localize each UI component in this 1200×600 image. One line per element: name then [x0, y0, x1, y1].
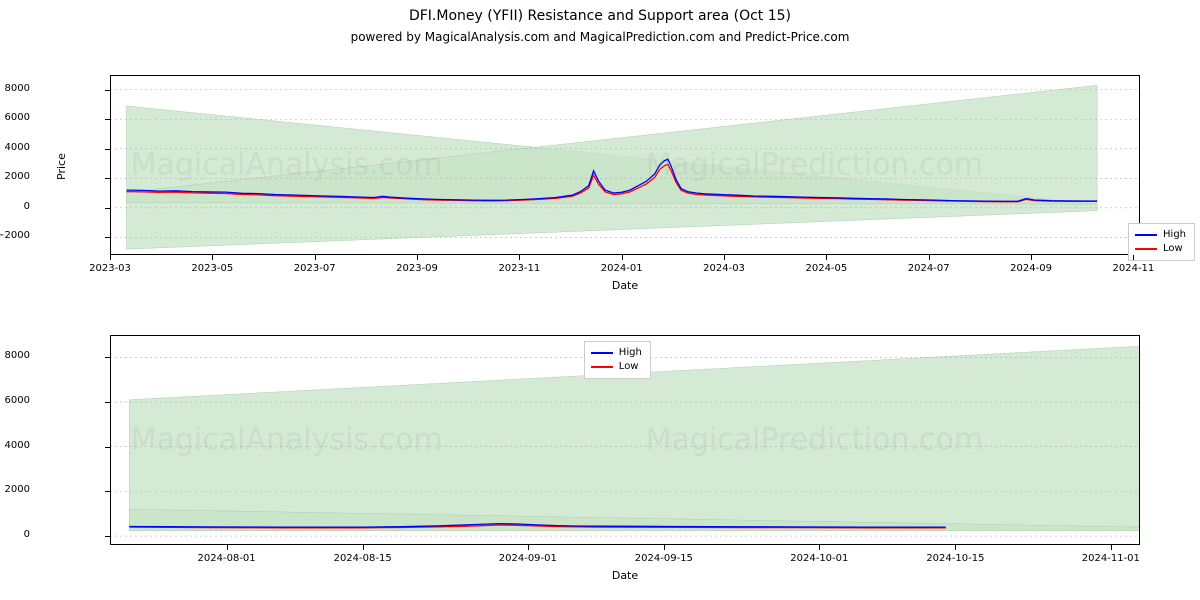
top-chart-legend: HighLow	[1128, 223, 1195, 261]
ytick-label: −2000	[0, 230, 30, 241]
xtick-mark	[227, 545, 228, 550]
top-chart-ylabel: Price	[55, 153, 68, 180]
top-chart-axes: MagicalAnalysis.com MagicalPrediction.co…	[110, 75, 1140, 255]
top-chart-xlabel: Date	[110, 279, 1140, 292]
ytick-mark	[105, 208, 110, 209]
legend-item: High	[591, 346, 642, 360]
figure: { "meta": { "title": "DFI.Money (YFII) R…	[0, 0, 1200, 600]
ytick-label: 8000	[0, 83, 30, 94]
xtick-label: 2023-09	[396, 263, 438, 274]
xtick-mark	[315, 255, 316, 260]
legend-item: High	[1135, 228, 1186, 242]
xtick-mark	[955, 545, 956, 550]
legend-label: Low	[619, 360, 639, 374]
xtick-mark	[212, 255, 213, 260]
legend-swatch	[591, 366, 613, 368]
xtick-mark	[110, 255, 111, 260]
legend-label: Low	[1163, 242, 1183, 256]
ytick-label: 6000	[0, 395, 30, 406]
ytick-label: 4000	[0, 440, 30, 451]
legend-swatch	[1135, 248, 1157, 250]
xtick-label: 2024-11-01	[1082, 553, 1140, 564]
xtick-mark	[519, 255, 520, 260]
xtick-label: 2023-05	[191, 263, 233, 274]
ytick-mark	[105, 178, 110, 179]
ytick-mark	[105, 536, 110, 537]
xtick-label: 2024-11	[1112, 263, 1154, 274]
xtick-label: 2024-09-01	[499, 553, 557, 564]
bottom-chart-axes: MagicalAnalysis.com MagicalPrediction.co…	[110, 335, 1140, 545]
legend-label: High	[619, 346, 642, 360]
ytick-mark	[105, 90, 110, 91]
ytick-label: 6000	[0, 112, 30, 123]
xtick-mark	[1111, 545, 1112, 550]
legend-swatch	[1135, 234, 1157, 236]
ytick-mark	[105, 119, 110, 120]
chart-title: DFI.Money (YFII) Resistance and Support …	[0, 8, 1200, 24]
xtick-label: 2024-10-01	[790, 553, 848, 564]
xtick-mark	[363, 545, 364, 550]
xtick-label: 2023-07	[294, 263, 336, 274]
legend-label: High	[1163, 228, 1186, 242]
bottom-chart-xlabel: Date	[110, 569, 1140, 582]
ytick-label: 0	[0, 529, 30, 540]
xtick-label: 2024-09	[1010, 263, 1052, 274]
xtick-mark	[929, 255, 930, 260]
xtick-label: 2024-08-15	[334, 553, 392, 564]
bottom-chart-legend: HighLow	[584, 341, 651, 379]
ytick-mark	[105, 357, 110, 358]
legend-item: Low	[1135, 242, 1186, 256]
xtick-label: 2024-01	[601, 263, 643, 274]
ytick-mark	[105, 491, 110, 492]
ytick-label: 0	[0, 201, 30, 212]
xtick-label: 2023-03	[89, 263, 131, 274]
xtick-label: 2023-11	[498, 263, 540, 274]
xtick-label: 2024-03	[703, 263, 745, 274]
xtick-mark	[664, 545, 665, 550]
ytick-label: 2000	[0, 171, 30, 182]
xtick-label: 2024-07	[908, 263, 950, 274]
ytick-label: 8000	[0, 350, 30, 361]
xtick-label: 2024-09-15	[635, 553, 693, 564]
chart-subtitle: powered by MagicalAnalysis.com and Magic…	[0, 30, 1200, 44]
legend-swatch	[591, 352, 613, 354]
xtick-label: 2024-05	[805, 263, 847, 274]
xtick-mark	[528, 545, 529, 550]
legend-item: Low	[591, 360, 642, 374]
ytick-label: 2000	[0, 484, 30, 495]
xtick-label: 2024-08-01	[198, 553, 256, 564]
xtick-mark	[417, 255, 418, 260]
xtick-mark	[724, 255, 725, 260]
xtick-mark	[819, 545, 820, 550]
xtick-label: 2024-10-15	[926, 553, 984, 564]
xtick-mark	[622, 255, 623, 260]
xtick-mark	[1133, 255, 1134, 260]
xtick-mark	[1031, 255, 1032, 260]
ytick-mark	[105, 149, 110, 150]
xtick-mark	[826, 255, 827, 260]
ytick-mark	[105, 237, 110, 238]
ytick-mark	[105, 447, 110, 448]
top-chart-plot	[110, 75, 1140, 255]
ytick-mark	[105, 402, 110, 403]
ytick-label: 4000	[0, 142, 30, 153]
